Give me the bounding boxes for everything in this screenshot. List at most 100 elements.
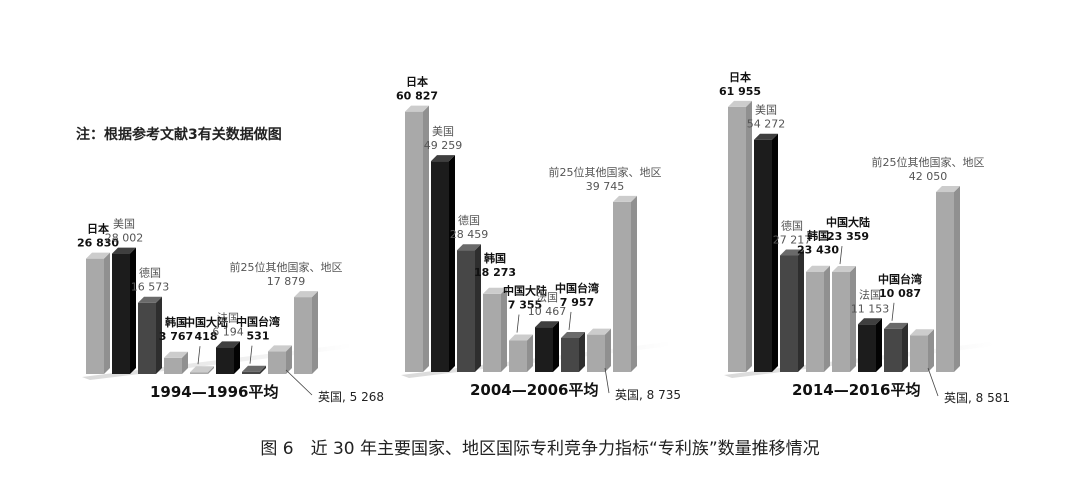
- bar-top: [190, 366, 214, 373]
- bar-side: [501, 287, 507, 372]
- bar-side: [902, 322, 908, 372]
- bar-top: [806, 265, 830, 272]
- bar: [242, 365, 266, 374]
- bar-front: [535, 327, 553, 372]
- bar: [190, 366, 214, 374]
- category-label: 日本: [729, 70, 751, 84]
- bar-front: [242, 371, 260, 374]
- bar-front: [86, 258, 104, 374]
- bar-top: [936, 186, 960, 193]
- bar-side: [746, 100, 752, 372]
- bar-top: [138, 296, 162, 303]
- category-label: 中国台湾: [555, 281, 599, 295]
- category-label: 前25位其他国家、地区: [230, 260, 343, 274]
- bar: [431, 155, 455, 372]
- bar: [858, 318, 882, 372]
- bar-top: [216, 341, 240, 348]
- bar: [936, 186, 960, 372]
- bar-front: [754, 139, 772, 372]
- bar-side: [798, 249, 804, 372]
- bar-top: [457, 244, 481, 251]
- bar-side: [208, 366, 214, 374]
- bar-front: [216, 347, 234, 374]
- category-label: 日本: [87, 222, 109, 236]
- bar-side: [104, 252, 110, 374]
- value-label: 54 272: [747, 118, 786, 131]
- value-label: 17 879: [267, 275, 306, 288]
- value-label: 61 955: [719, 85, 761, 98]
- bar-front: [190, 372, 208, 374]
- bar: [112, 247, 136, 374]
- bar-top: [431, 155, 455, 162]
- callout-line: [197, 346, 201, 365]
- bar-side: [553, 321, 559, 372]
- bar: [535, 321, 559, 372]
- bar-top: [780, 249, 804, 256]
- bar: [910, 329, 934, 372]
- bar-side: [579, 331, 585, 372]
- bar-side: [631, 195, 637, 372]
- bar: [457, 244, 481, 372]
- bar-side: [423, 105, 429, 373]
- bar-top: [884, 322, 908, 329]
- bar-top: [268, 345, 292, 352]
- callout-line: [285, 369, 313, 396]
- category-label: 中国台湾: [236, 315, 280, 329]
- bar-side: [605, 328, 611, 372]
- value-label: 27 217: [773, 234, 812, 247]
- bar-front: [405, 111, 423, 373]
- value-label: 10 087: [879, 287, 921, 300]
- bar-top: [754, 133, 778, 140]
- value-label: 42 050: [909, 170, 948, 183]
- callout-line: [516, 314, 520, 333]
- bar-top: [164, 351, 188, 358]
- bar: [509, 334, 533, 372]
- bar-front: [613, 201, 631, 372]
- value-label: 6 194: [212, 325, 244, 338]
- callout-line: [891, 302, 895, 321]
- category-label: 美国: [755, 104, 777, 117]
- bar-side: [449, 155, 455, 372]
- bar: [561, 331, 585, 372]
- callout-line: [604, 367, 610, 394]
- bar: [832, 266, 856, 372]
- bar: [216, 341, 240, 374]
- bar-front: [509, 340, 527, 372]
- bar-side: [156, 296, 162, 374]
- value-label: 18 273: [474, 266, 516, 279]
- bar-front: [587, 334, 605, 372]
- bar-top: [832, 266, 856, 273]
- value-label: 28 459: [450, 228, 489, 241]
- bar: [268, 345, 292, 374]
- bar: [138, 296, 162, 374]
- bar-front: [884, 328, 902, 372]
- bar-side: [527, 334, 533, 372]
- value-label: 7 355: [508, 299, 542, 312]
- category-label: 中国大陆: [184, 315, 228, 329]
- bar-front: [936, 192, 954, 372]
- bar-side: [850, 266, 856, 372]
- value-label: 26 830: [77, 237, 119, 250]
- category-label: 韩国: [484, 251, 506, 265]
- category-label: 中国大陆: [503, 284, 547, 298]
- bar: [884, 322, 908, 372]
- callout-line: [249, 345, 253, 364]
- bar-side: [182, 351, 188, 374]
- bar-top: [483, 287, 507, 294]
- value-label: 23 359: [827, 230, 869, 243]
- bar-top: [535, 321, 559, 328]
- bar-top: [561, 331, 585, 338]
- bar-top: [112, 247, 136, 254]
- bar-front: [483, 293, 501, 372]
- bar-front: [164, 357, 182, 374]
- bar-top: [728, 100, 752, 107]
- bar-top: [86, 252, 110, 259]
- bar-side: [876, 318, 882, 372]
- bar-side: [260, 365, 266, 374]
- value-label: 23 430: [797, 244, 839, 257]
- uk-callout-label: 英国, 5 268: [318, 390, 384, 404]
- value-label: 531: [247, 330, 270, 343]
- bar: [164, 351, 188, 374]
- bar: [806, 265, 830, 372]
